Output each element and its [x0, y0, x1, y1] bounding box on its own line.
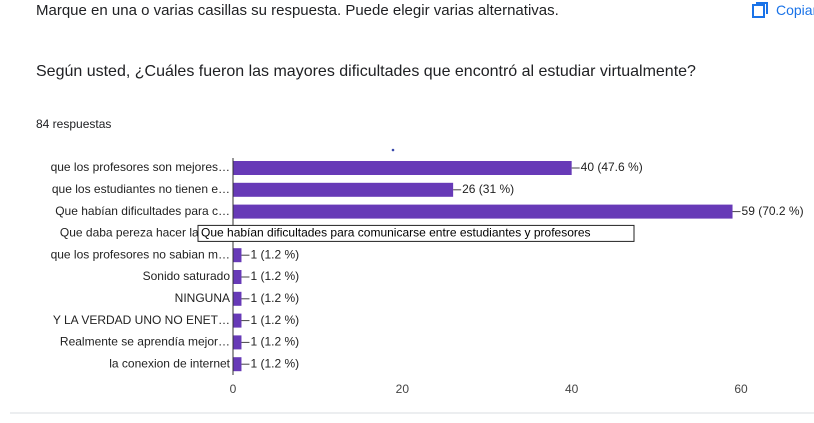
bar [233, 291, 242, 306]
value-label: 1 (1.2 %) [250, 313, 299, 327]
y-tick-label: NINGUNA [175, 291, 230, 305]
bar [233, 270, 242, 284]
value-label: 59 (70.2 %) [742, 204, 804, 218]
value-label: 40 (47.6 %) [581, 160, 643, 174]
y-tick-label: Realmente se aprendía mejor… [60, 335, 230, 349]
instruction: Marque en una o varias casillas su respu… [36, 2, 559, 19]
y-tick-label: Sonido saturado [143, 269, 231, 283]
bar [233, 204, 733, 219]
tooltip-text: Que habían dificultades para comunicarse… [201, 226, 591, 240]
tooltip-box [197, 224, 635, 242]
dot [391, 148, 395, 152]
bar [233, 313, 242, 328]
question: Según usted, ¿Cuáles fueron las mayores … [36, 63, 696, 80]
y-tick-label: Que habían dificultades para c… [55, 204, 230, 218]
copy-icon [752, 2, 768, 18]
value-label: 1 (1.2 %) [250, 247, 299, 261]
x-tick-label: 40 [565, 382, 579, 396]
value-label: 1 (1.2 %) [250, 269, 299, 283]
y-tick-label: que los estudiantes no tienen e… [52, 182, 230, 196]
value-label: 1 (1.2 %) [250, 291, 299, 305]
value-label: 26 (31 %) [462, 182, 514, 196]
y-tick-label: Y LA VERDAD UNO NO ENET… [53, 313, 230, 327]
x-tick-label: 60 [734, 382, 748, 396]
bar [233, 248, 242, 263]
y-tick-label: que los profesores no sabian m… [51, 247, 230, 261]
y-tick-label: Que daba pereza hacer las ta… [60, 226, 230, 240]
bar [233, 182, 454, 197]
bar [233, 357, 242, 372]
response-count: 84 respuestas [36, 117, 112, 131]
copy-button[interactable]: Copiar [752, 2, 814, 18]
value-label: 1 (1.2 %) [250, 356, 299, 370]
value-label: 1 (1.2 %) [250, 335, 299, 349]
copy-label[interactable]: Copiar [776, 2, 814, 18]
bar [233, 335, 242, 350]
x-tick-label: 20 [396, 382, 410, 396]
x-tick-label: 0 [230, 382, 237, 396]
bar [233, 161, 572, 175]
y-tick-label: la conexion de internet [109, 356, 230, 370]
y-tick-label: que los profesores son mejores… [51, 160, 230, 174]
